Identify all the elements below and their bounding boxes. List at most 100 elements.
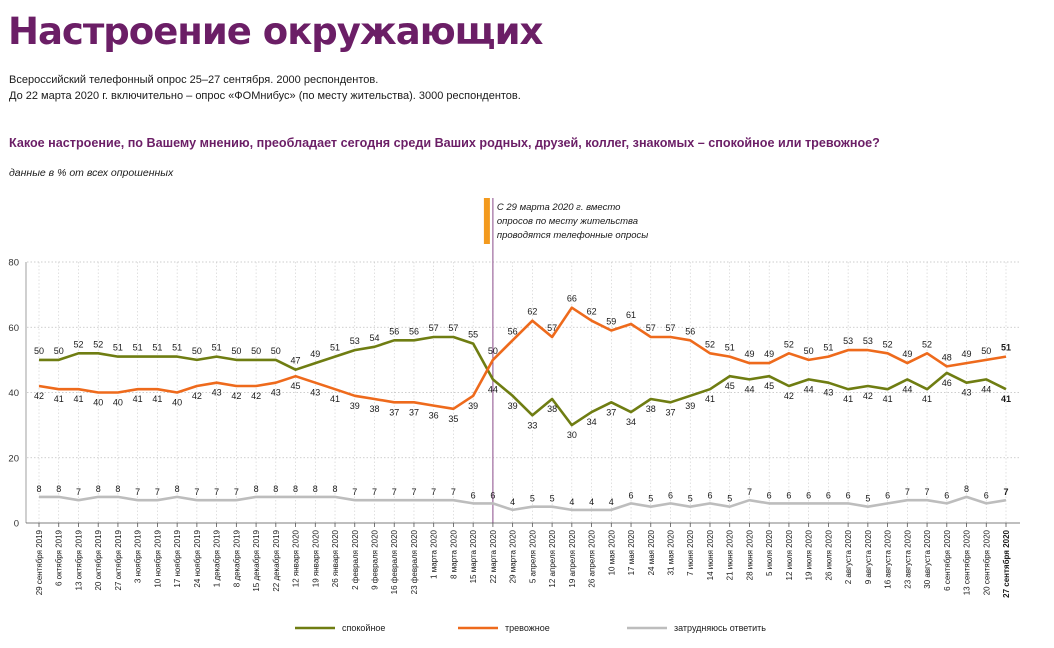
x-tick-label: 17 мая 2020 [627,529,636,575]
x-tick-label: 27 октября 2019 [114,529,123,590]
annotation-text: опросов по месту жительства [497,216,638,227]
x-tick-label: 17 ноября 2019 [173,529,182,587]
x-tick-label: 2 февраля 2020 [351,529,360,589]
series-line-2 [38,306,1007,411]
data-label-3: 6 [944,490,949,500]
data-label-1: 42 [863,391,873,401]
x-tick-label: 8 марта 2020 [449,529,458,578]
legend-label-3: затрудняюсь ответить [674,623,766,633]
data-label-1: 55 [468,330,478,340]
data-label-1: 51 [172,343,182,353]
data-label-1: 49 [310,349,320,359]
x-tick-label: 26 июля 2020 [824,529,833,580]
data-label-1: 44 [488,384,498,394]
x-tick-label: 9 февраля 2020 [370,529,379,589]
y-tick-label: 0 [14,519,19,530]
x-tick-label: 26 января 2020 [331,529,340,587]
x-tick-label: 5 июля 2020 [765,529,774,576]
data-label-1: 43 [823,388,833,398]
data-label-3: 8 [273,484,278,494]
data-label-3: 5 [530,494,535,504]
data-label-3: 6 [668,490,673,500]
x-tick-label: 10 ноября 2019 [153,529,162,587]
x-tick-label: 6 октября 2019 [55,529,64,586]
data-label-2: 61 [626,310,636,320]
data-label-3: 6 [984,490,989,500]
x-tick-label: 8 декабря 2019 [232,529,241,587]
data-label-3: 4 [589,497,594,507]
data-label-1: 41 [1001,394,1011,404]
data-label-1: 38 [547,404,557,414]
data-label-1: 39 [508,401,518,411]
data-label-2: 37 [389,407,399,417]
data-label-2: 53 [843,336,853,346]
x-tick-label: 19 января 2020 [311,529,320,587]
data-label-1: 53 [350,336,360,346]
y-tick-label: 60 [8,323,19,334]
y-tick-label: 40 [8,388,19,399]
data-label-3: 7 [905,487,910,497]
x-tick-label: 13 сентября 2020 [963,529,972,595]
data-label-3: 6 [826,490,831,500]
data-label-3: 5 [688,494,693,504]
data-label-2: 38 [369,404,379,414]
data-label-3: 8 [56,484,61,494]
gridlines [27,261,1020,523]
data-note: данные в % от всех опрошенных [9,167,174,179]
series-lines [38,306,1007,512]
x-tick-label: 6 сентября 2020 [943,529,952,590]
data-label-2: 50 [981,346,991,356]
x-tick-label: 16 февраля 2020 [390,529,399,594]
data-label-2: 36 [429,411,439,421]
data-label-3: 7 [431,487,436,497]
data-label-3: 5 [865,494,870,504]
x-tick-label: 16 августа 2020 [884,529,893,588]
data-label-2: 45 [291,381,301,391]
y-tick-label: 80 [8,258,19,269]
data-label-3: 8 [115,484,120,494]
data-label-1: 50 [251,346,261,356]
series-line-1 [39,335,1007,427]
data-label-3: 6 [767,490,772,500]
x-tick-label: 23 февраля 2020 [410,529,419,594]
data-label-1: 46 [942,378,952,388]
data-label-3: 8 [254,484,259,494]
data-label-2: 41 [330,394,340,404]
data-label-1: 56 [389,326,399,336]
data-label-3: 6 [846,490,851,500]
data-label-3: 6 [629,490,634,500]
data-label-3: 8 [293,484,298,494]
annotation-text: С 29 марта 2020 г. вместо [497,202,621,213]
data-label-3: 7 [352,487,357,497]
data-label-2: 57 [547,323,557,333]
x-tick-label: 27 сентября 2020 [1002,529,1011,597]
x-tick-label: 12 июля 2020 [785,529,794,580]
data-label-1: 50 [231,346,241,356]
data-label-3: 5 [648,494,653,504]
x-tick-label: 26 апреля 2020 [588,529,597,587]
data-label-1: 39 [685,401,695,411]
data-label-3: 7 [925,487,930,497]
data-label-2: 62 [587,307,597,317]
data-label-1: 43 [962,388,972,398]
data-label-1: 54 [369,333,379,343]
data-label-2: 66 [567,294,577,304]
data-label-2: 49 [764,349,774,359]
data-label-2: 35 [448,414,458,424]
x-tick-label: 31 мая 2020 [667,529,676,575]
data-label-1: 51 [113,343,123,353]
data-label-1: 45 [725,381,735,391]
x-tick-label: 7 июня 2020 [686,529,695,575]
legend-label-2: тревожное [505,623,550,633]
data-label-3: 4 [569,497,574,507]
data-label-2: 52 [784,339,794,349]
data-label-3: 6 [490,490,495,500]
data-label-1: 50 [54,346,64,356]
data-label-2: 43 [212,388,222,398]
x-tick-label: 29 марта 2020 [509,529,518,583]
data-label-2: 56 [685,326,695,336]
data-label-3: 6 [885,490,890,500]
y-tick-label: 20 [8,453,19,464]
data-label-2: 43 [310,388,320,398]
